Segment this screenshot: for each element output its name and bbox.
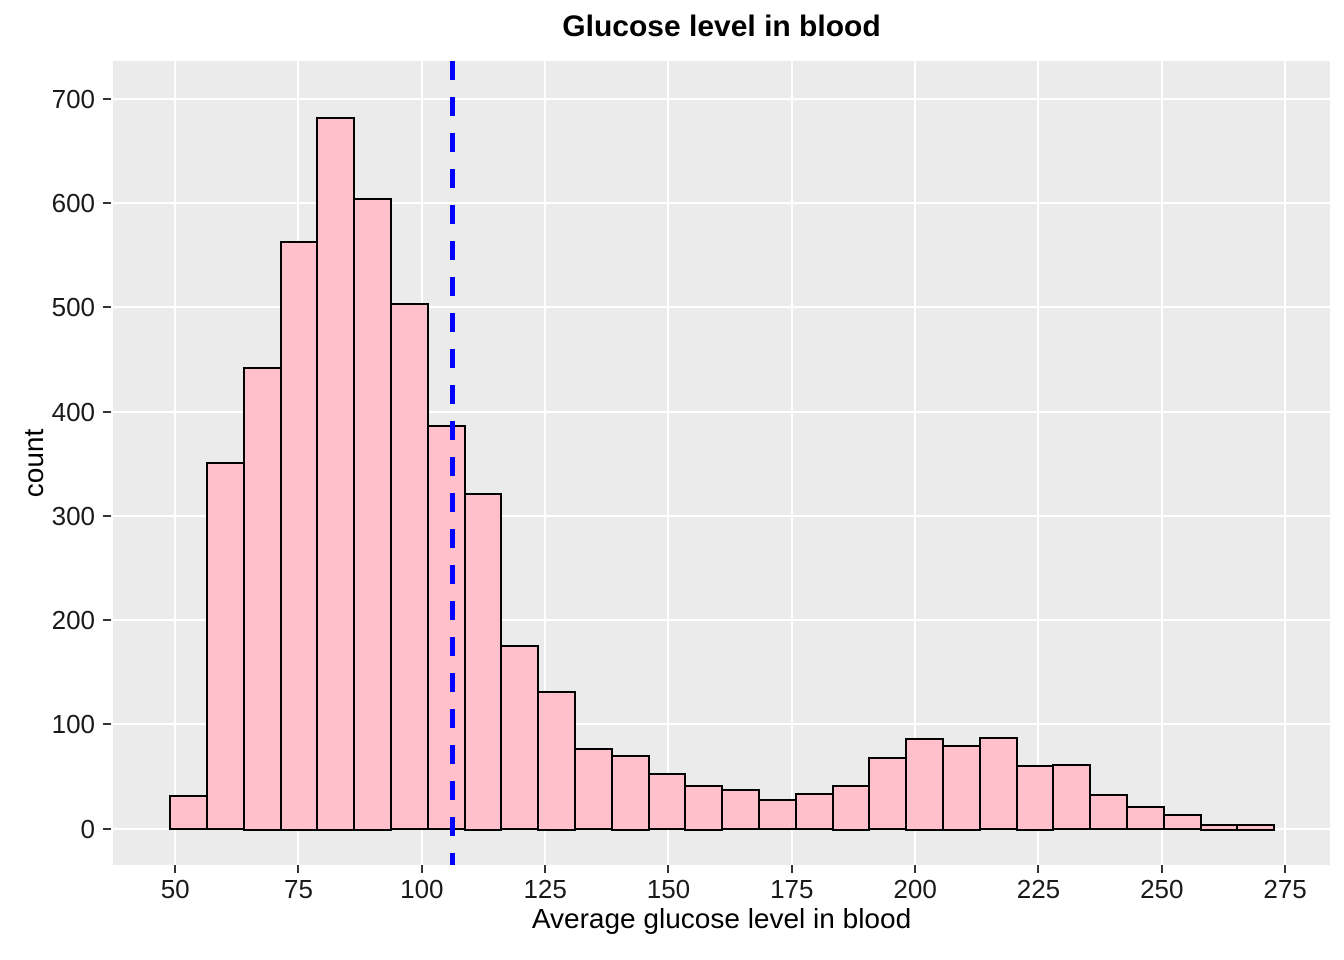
- x-tick-mark: [297, 865, 300, 873]
- histogram-bar: [979, 736, 1018, 831]
- histogram-bar: [1236, 824, 1276, 831]
- x-tick-label: 225: [1016, 874, 1061, 904]
- x-tick-label: 100: [400, 874, 444, 904]
- y-tick-label: 200: [51, 605, 95, 636]
- x-tick-label: 125: [523, 874, 567, 904]
- x-gridline: [1284, 61, 1287, 865]
- y-tick-label: 400: [51, 396, 95, 427]
- x-tick-label: 50: [160, 874, 190, 904]
- histogram-bar: [794, 793, 834, 831]
- x-tick-label: 75: [284, 874, 313, 904]
- y-tick-mark: [103, 723, 111, 726]
- histogram-bar: [684, 784, 724, 831]
- histogram-bar: [390, 303, 429, 831]
- histogram-bar: [279, 240, 319, 831]
- x-tick-mark: [1160, 865, 1163, 873]
- x-tick-mark: [1284, 865, 1287, 873]
- histogram-bar: [426, 425, 466, 831]
- y-gridline: [113, 514, 1330, 517]
- y-gridline: [113, 306, 1330, 309]
- x-tick-mark: [420, 865, 423, 873]
- x-tick-label: 150: [646, 874, 691, 904]
- histogram-bar: [206, 461, 245, 831]
- y-tick-label: 600: [51, 188, 95, 219]
- y-tick-mark: [103, 306, 111, 309]
- y-tick-label: 300: [51, 500, 95, 531]
- histogram-bar: [500, 645, 540, 831]
- histogram-bar: [1162, 813, 1202, 831]
- histogram-bar: [721, 788, 761, 831]
- histogram-bar: [316, 116, 356, 831]
- plot-panel: [113, 61, 1330, 865]
- y-gridline: [113, 202, 1330, 205]
- x-tick-mark: [667, 865, 670, 873]
- y-tick-label: 100: [51, 709, 95, 740]
- histogram-bar: [1126, 805, 1165, 831]
- y-tick-mark: [103, 827, 111, 830]
- histogram-bar: [610, 754, 650, 831]
- y-tick-mark: [103, 619, 111, 622]
- x-tick-mark: [1037, 865, 1040, 873]
- histogram-bar: [1052, 763, 1092, 831]
- histogram-bar: [868, 756, 908, 831]
- y-gridline: [113, 410, 1330, 413]
- x-tick-label: 250: [1140, 874, 1184, 904]
- x-gridline: [174, 61, 177, 865]
- histogram-bar: [1015, 765, 1055, 831]
- x-tick-mark: [790, 865, 793, 873]
- histogram-bar: [942, 745, 982, 831]
- histogram-bar: [758, 799, 797, 831]
- y-tick-label: 700: [51, 84, 95, 115]
- histogram-bar: [353, 198, 393, 831]
- y-axis-title: count: [18, 428, 49, 498]
- x-tick-label: 200: [893, 874, 937, 904]
- histogram-bar: [574, 748, 613, 831]
- histogram-bar: [169, 795, 209, 831]
- y-gridline: [113, 619, 1330, 622]
- histogram-bar: [647, 773, 687, 831]
- y-tick-mark: [103, 202, 111, 205]
- y-gridline: [113, 723, 1330, 726]
- mean-reference-line: [449, 61, 455, 865]
- y-tick-label: 500: [51, 292, 95, 323]
- y-gridline: [113, 98, 1330, 101]
- x-gridline: [667, 61, 670, 865]
- x-tick-mark: [914, 865, 917, 873]
- y-tick-label: 0: [80, 813, 95, 844]
- histogram-bar: [1089, 794, 1129, 831]
- histogram-bar: [537, 691, 577, 831]
- histogram-bar: [1199, 824, 1239, 831]
- histogram-bar: [905, 737, 945, 831]
- y-tick-mark: [103, 98, 111, 101]
- x-gridline: [1037, 61, 1040, 865]
- x-axis-title: Average glucose level in blood: [531, 903, 912, 934]
- y-tick-mark: [103, 410, 111, 413]
- x-tick-label: 275: [1263, 874, 1307, 904]
- x-tick-label: 175: [770, 874, 814, 904]
- x-gridline: [790, 61, 793, 865]
- x-gridline: [1160, 61, 1163, 865]
- y-tick-mark: [103, 514, 111, 517]
- x-gridline: [914, 61, 917, 865]
- histogram-bar: [831, 784, 871, 831]
- histogram-bar: [242, 366, 282, 831]
- x-tick-mark: [544, 865, 547, 873]
- x-gridline: [544, 61, 547, 865]
- x-tick-mark: [174, 865, 177, 873]
- plot-title: Glucose level in blood: [562, 10, 881, 43]
- histogram-bar: [463, 493, 503, 831]
